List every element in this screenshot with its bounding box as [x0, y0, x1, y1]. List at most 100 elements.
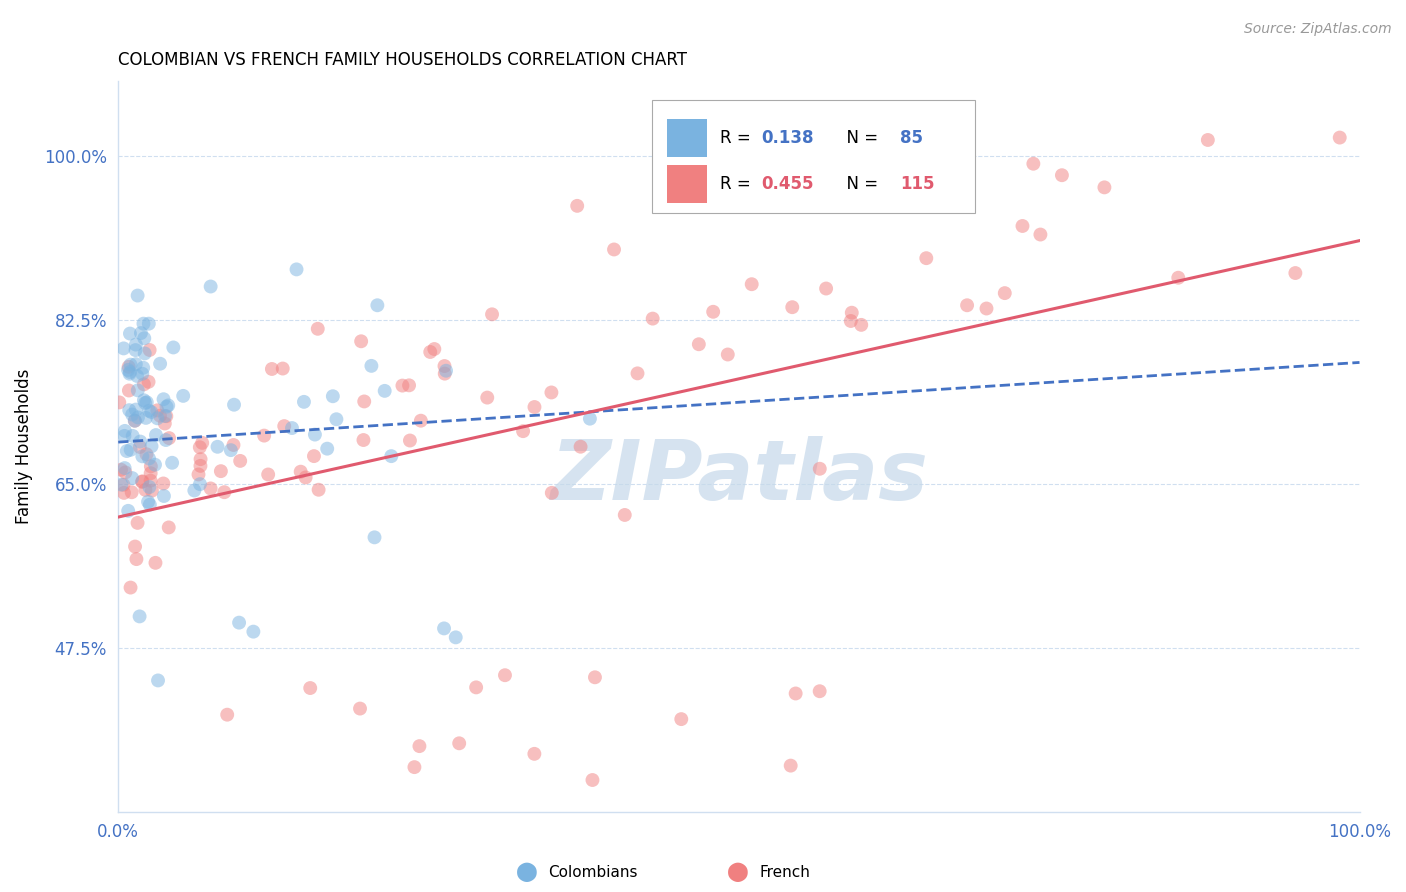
Point: [127, 384, 149, 398]
Point: [408, 739, 430, 753]
Point: [138, 375, 160, 389]
Text: ZIPatlas: ZIPatlas: [550, 435, 928, 516]
Point: [613, 508, 636, 522]
Point: [149, 357, 172, 371]
Point: [125, 368, 148, 383]
Point: [112, 477, 135, 491]
Point: [360, 359, 382, 373]
Point: [139, 474, 162, 488]
Point: [139, 459, 162, 474]
Point: [200, 482, 222, 496]
Point: [1329, 130, 1351, 145]
Point: [139, 467, 162, 481]
Point: [155, 400, 177, 414]
Point: [1284, 266, 1306, 280]
Point: [423, 342, 446, 356]
Point: [271, 361, 294, 376]
Text: 0.455: 0.455: [761, 175, 814, 193]
Point: [125, 552, 148, 566]
Text: French: French: [759, 865, 810, 880]
Point: [409, 414, 432, 428]
Point: [121, 485, 143, 500]
Point: [481, 307, 503, 321]
Point: [125, 337, 148, 351]
Point: [183, 483, 205, 498]
Point: [152, 476, 174, 491]
Point: [118, 326, 141, 341]
Point: [155, 433, 177, 447]
Point: [118, 367, 141, 381]
Point: [569, 440, 592, 454]
Point: [188, 477, 211, 491]
Point: [839, 314, 862, 328]
Y-axis label: Family Households: Family Households: [15, 369, 32, 524]
Point: [433, 621, 456, 635]
Point: [132, 360, 155, 375]
Point: [976, 301, 998, 316]
Point: [134, 483, 156, 497]
Point: [157, 398, 180, 412]
Point: [1094, 180, 1116, 194]
Text: Colombians: Colombians: [548, 865, 638, 880]
Point: [127, 288, 149, 302]
Point: [117, 504, 139, 518]
Text: N =: N =: [835, 175, 883, 193]
Point: [124, 343, 146, 357]
Text: COLOMBIAN VS FRENCH FAMILY HOUSEHOLDS CORRELATION CHART: COLOMBIAN VS FRENCH FAMILY HOUSEHOLDS CO…: [118, 51, 688, 69]
Point: [157, 520, 180, 534]
Point: [145, 428, 167, 442]
Point: [141, 405, 163, 419]
Point: [149, 409, 172, 423]
Point: [741, 277, 763, 292]
Point: [434, 364, 457, 378]
Point: [222, 438, 245, 452]
Point: [302, 449, 325, 463]
Point: [112, 486, 135, 500]
Point: [114, 429, 136, 443]
Point: [110, 477, 132, 491]
Point: [124, 414, 146, 428]
Bar: [666, 165, 707, 202]
Point: [209, 464, 232, 478]
Point: [257, 467, 280, 482]
Point: [1022, 157, 1045, 171]
Point: [494, 668, 516, 682]
Point: [146, 403, 169, 417]
Point: [134, 331, 156, 345]
Point: [290, 465, 312, 479]
Point: [187, 467, 209, 482]
Point: [688, 337, 710, 351]
Point: [603, 243, 626, 257]
Text: 0.138: 0.138: [761, 128, 814, 146]
Point: [118, 365, 141, 379]
Point: [112, 342, 135, 356]
FancyBboxPatch shape: [652, 100, 974, 213]
Point: [1011, 219, 1033, 233]
Point: [228, 615, 250, 630]
Point: [994, 286, 1017, 301]
Point: [172, 389, 194, 403]
Point: [153, 417, 176, 431]
Point: [322, 389, 344, 403]
Point: [128, 440, 150, 454]
Point: [108, 395, 131, 409]
Text: 85: 85: [900, 128, 924, 146]
Point: [780, 300, 803, 314]
Point: [641, 311, 664, 326]
Point: [219, 443, 242, 458]
Point: [134, 346, 156, 360]
Point: [160, 456, 183, 470]
Point: [129, 434, 152, 449]
Point: [131, 367, 153, 381]
Point: [135, 410, 157, 425]
Point: [115, 444, 138, 458]
Point: [349, 701, 371, 715]
Point: [217, 707, 239, 722]
Point: [118, 403, 141, 417]
Point: [135, 447, 157, 461]
Point: [308, 483, 330, 497]
Point: [128, 609, 150, 624]
Point: [114, 461, 136, 475]
Point: [138, 343, 160, 357]
Point: [229, 454, 252, 468]
